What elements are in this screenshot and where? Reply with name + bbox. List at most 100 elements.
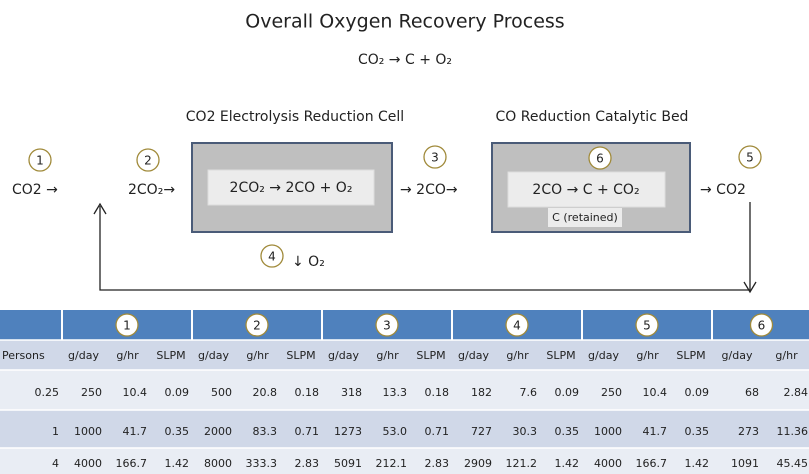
cell: 727 (471, 425, 492, 438)
cell: 10.4 (643, 386, 668, 399)
cell: 1273 (334, 425, 362, 438)
cell: 0.35 (555, 425, 580, 438)
column-header: g/day (328, 349, 359, 362)
column-header: g/hr (116, 349, 139, 362)
cell: 45.45 (777, 457, 809, 470)
column-header: g/day (198, 349, 229, 362)
stream-label: → CO2 (700, 182, 746, 198)
cell: 13.3 (383, 386, 408, 399)
cell: 1 (52, 425, 59, 438)
cell: 2000 (204, 425, 232, 438)
cell: 0.09 (555, 386, 580, 399)
cell: 4000 (74, 457, 102, 470)
cell: 30.3 (513, 425, 538, 438)
cell: 0.35 (685, 425, 710, 438)
cell: 0.71 (295, 425, 320, 438)
cell: 1000 (74, 425, 102, 438)
cell: 41.7 (123, 425, 148, 438)
row-bg (0, 410, 809, 448)
cell: 2.84 (784, 386, 809, 399)
stream-id: 1 (123, 319, 131, 333)
cell: 182 (471, 386, 492, 399)
stream-marker (260, 244, 284, 268)
cell: 83.3 (253, 425, 278, 438)
cell: 212.1 (376, 457, 408, 470)
cell: 0.09 (165, 386, 190, 399)
column-header: SLPM (676, 349, 705, 362)
column-header: g/day (68, 349, 99, 362)
column-header: SLPM (416, 349, 445, 362)
column-header: g/day (722, 349, 753, 362)
cell: 500 (211, 386, 232, 399)
stream-label: 2CO₂→ (128, 182, 175, 198)
recycle-line (99, 202, 751, 291)
stream-label: → 2CO→ (400, 182, 458, 198)
stream-marker (635, 313, 659, 337)
reaction-box (507, 171, 666, 208)
cell: 250 (81, 386, 102, 399)
column-header: SLPM (286, 349, 315, 362)
cell: 8000 (204, 457, 232, 470)
cell: 121.2 (506, 457, 538, 470)
column-header: g/hr (636, 349, 659, 362)
cell: 2.83 (295, 457, 320, 470)
stream-id: 2 (144, 154, 152, 168)
row-bg (0, 370, 809, 410)
stream-id: 6 (758, 319, 766, 333)
stream-marker (136, 148, 160, 172)
table: 1 2 3 4 5 6 Persons g/day g/hr SLPM g/day g/hr SLPM g… (0, 310, 809, 474)
cell: 0.71 (425, 425, 450, 438)
title: Overall Oxygen Recovery Process (245, 11, 564, 33)
cell: 273 (738, 425, 759, 438)
stream-id: 4 (268, 250, 276, 264)
stream-id: 6 (596, 152, 604, 166)
unit-title: CO2 Electrolysis Reduction Cell (186, 109, 404, 125)
cell: 318 (341, 386, 362, 399)
equation: CO₂ → C + O₂ (358, 52, 452, 68)
stream-marker (245, 313, 269, 337)
cell: 250 (601, 386, 622, 399)
cell: 5091 (334, 457, 362, 470)
reaction-box (207, 169, 375, 206)
column-header: Persons (2, 349, 45, 362)
stream-marker (375, 313, 399, 337)
cell: 0.25 (35, 386, 60, 399)
cell: 7.6 (520, 386, 538, 399)
stream-id: 5 (643, 319, 651, 333)
column-header: g/hr (246, 349, 269, 362)
reaction: 2CO → C + CO₂ (532, 182, 639, 198)
stream-id: 5 (746, 151, 754, 165)
stream-id: 3 (431, 151, 439, 165)
column-header: g/hr (506, 349, 529, 362)
column-header: SLPM (156, 349, 185, 362)
cell: 0.18 (295, 386, 320, 399)
cell: 10.4 (123, 386, 148, 399)
cell: 68 (745, 386, 759, 399)
stream-label: CO2 → (12, 182, 58, 198)
stream-marker (505, 313, 529, 337)
unit-title: CO Reduction Catalytic Bed (496, 109, 689, 125)
stream-id: 2 (253, 319, 261, 333)
cell: 1.42 (555, 457, 580, 470)
cell: 1091 (731, 457, 759, 470)
arrow-head (93, 202, 107, 215)
cell: 4000 (594, 457, 622, 470)
cell: 166.7 (116, 457, 148, 470)
stream-label: ↓ O₂ (292, 254, 325, 270)
cell: 0.09 (685, 386, 710, 399)
arrow-head (743, 281, 757, 294)
cell: 0.35 (165, 425, 190, 438)
cell: 53.0 (383, 425, 408, 438)
reaction: 2CO₂ → 2CO + O₂ (230, 180, 353, 196)
stream-id: 4 (513, 319, 521, 333)
note-box (548, 208, 622, 227)
stream-marker (588, 146, 612, 170)
stream-marker (115, 313, 139, 337)
header-row (0, 340, 809, 370)
cell: 20.8 (253, 386, 278, 399)
cell: 1.42 (685, 457, 710, 470)
cell: 41.7 (643, 425, 668, 438)
stream-marker (749, 313, 774, 337)
cell: 1000 (594, 425, 622, 438)
